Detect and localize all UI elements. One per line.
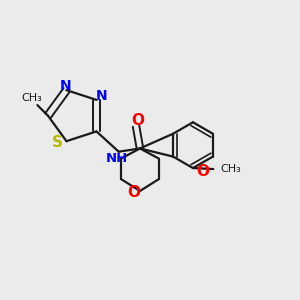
Text: N: N — [60, 79, 71, 93]
Text: N: N — [96, 89, 107, 103]
Text: NH: NH — [106, 152, 128, 165]
Text: CH₃: CH₃ — [220, 164, 241, 174]
Text: O: O — [131, 113, 144, 128]
Text: S: S — [52, 135, 63, 150]
Text: O: O — [127, 185, 140, 200]
Text: CH₃: CH₃ — [21, 92, 42, 103]
Text: O: O — [196, 164, 210, 179]
